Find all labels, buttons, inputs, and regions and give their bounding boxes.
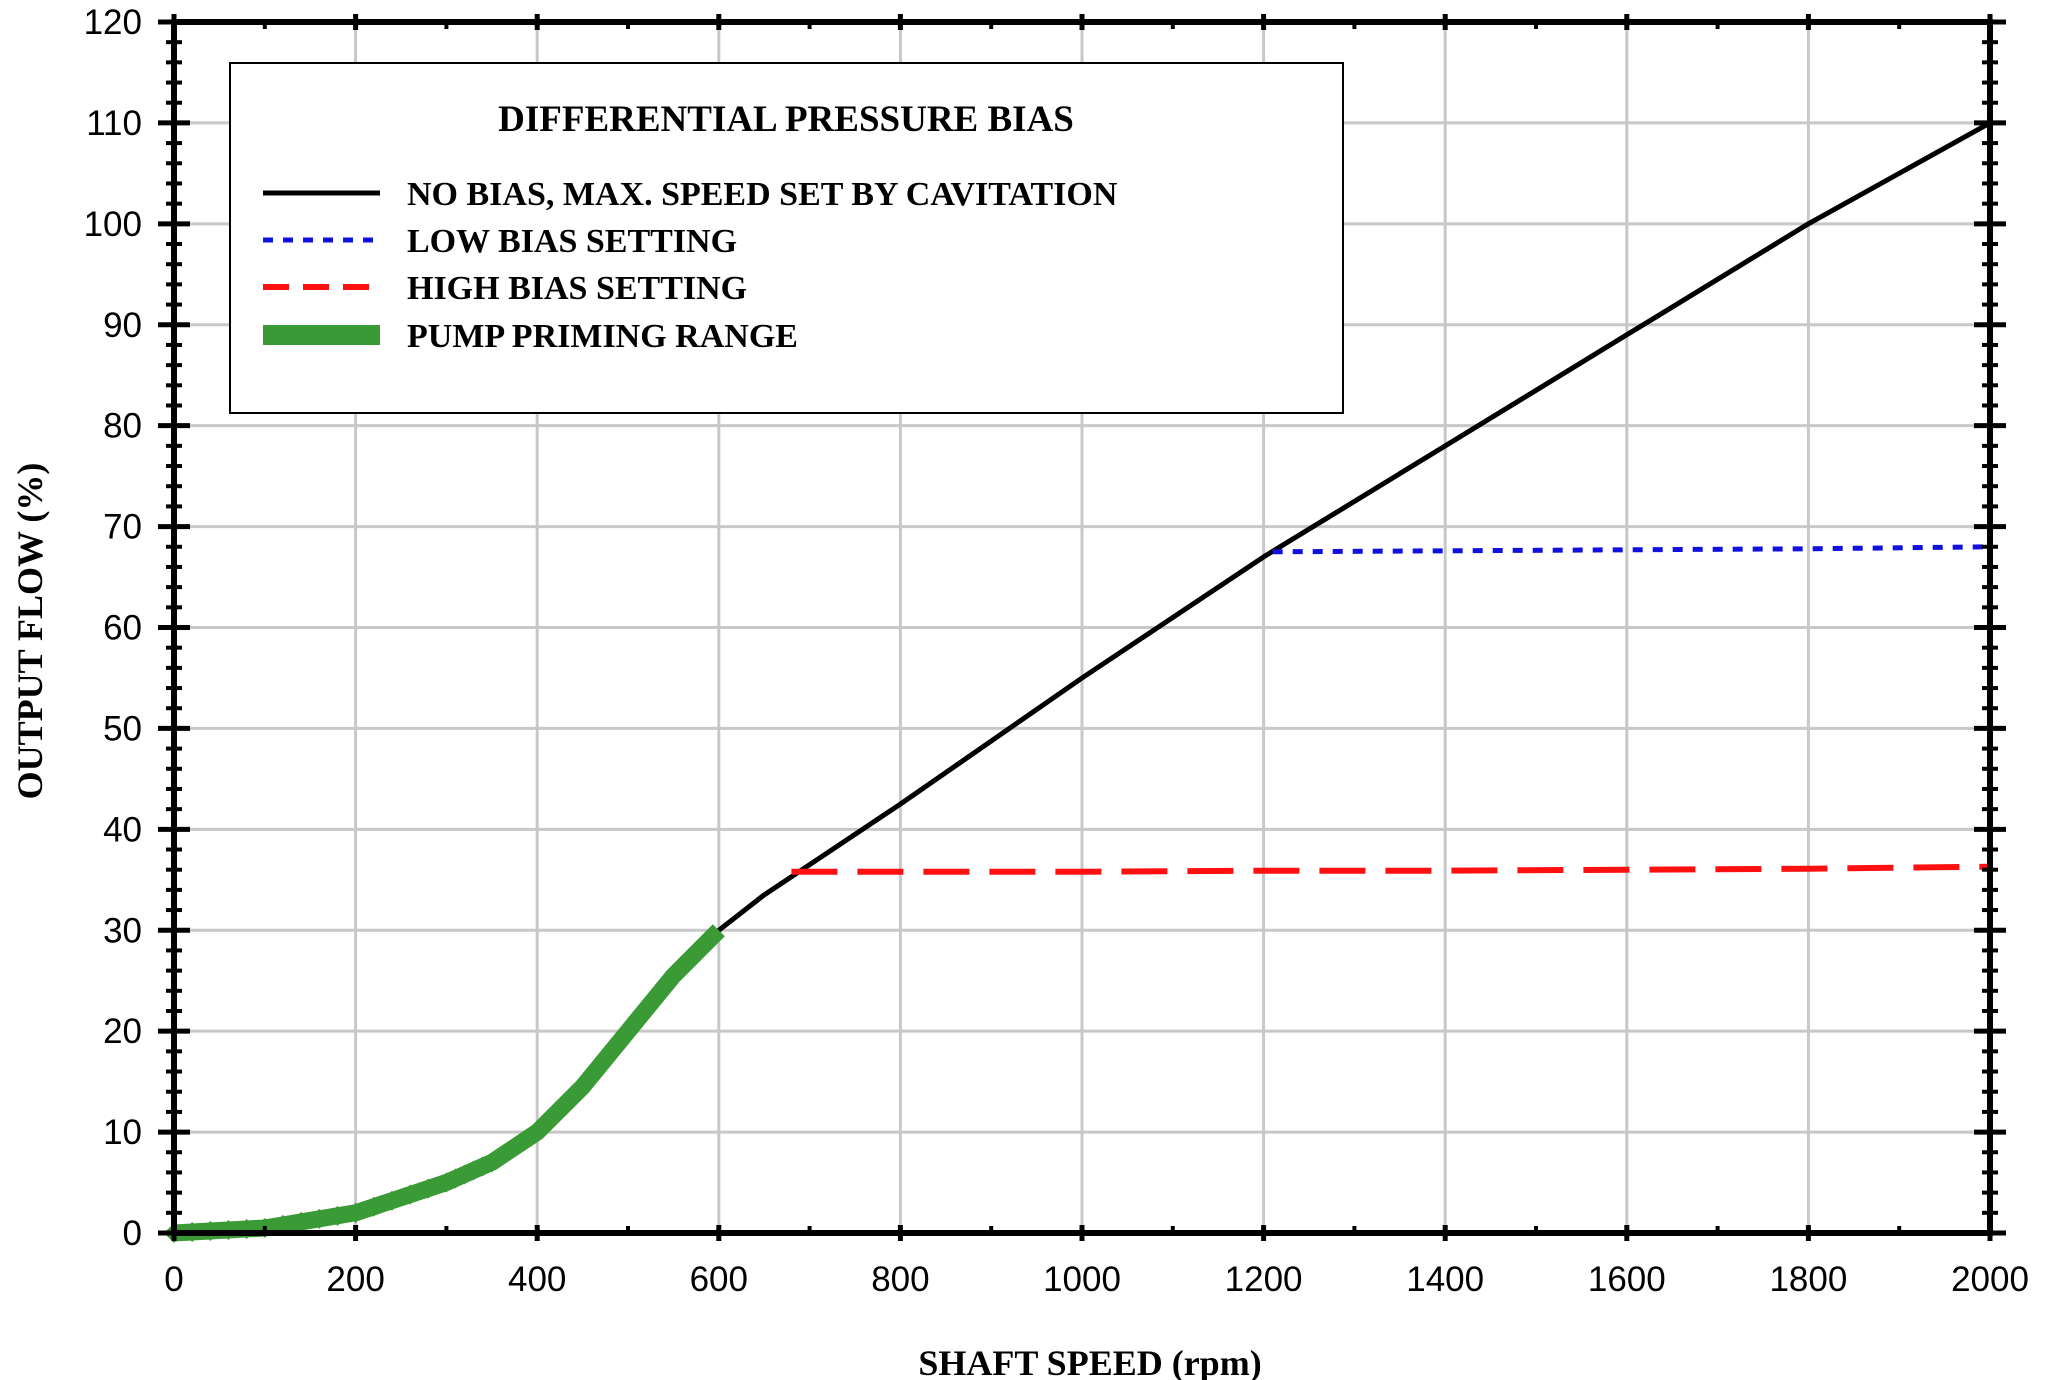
priming-marker [363,1196,384,1217]
x-tick-label: 1600 [1588,1260,1666,1299]
x-tick-label: 200 [326,1260,384,1299]
priming-marker [590,1054,611,1075]
y-tick-label: 100 [84,205,142,244]
x-axis-title: SHAFT SPEED (rpm) [918,1343,1261,1380]
x-tick-label: 800 [871,1260,929,1299]
y-tick-label: 50 [103,709,142,748]
y-tick-label: 70 [103,508,142,547]
priming-marker [499,1140,520,1161]
legend-title: DIFFERENTIAL PRESSURE BIAS [498,99,1074,140]
priming-marker [381,1190,402,1211]
priming-marker [618,1021,638,1042]
x-tick-label: 400 [508,1260,566,1299]
legend-label: NO BIAS, MAX. SPEED SET BY CAVITATION [407,176,1118,213]
priming-marker [345,1202,366,1223]
priming-marker [654,976,675,997]
priming-marker [327,1205,348,1226]
priming-marker [400,1184,421,1205]
y-tick-label: 10 [103,1113,142,1152]
legend-entries: NO BIAS, MAX. SPEED SET BY CAVITATION LOW… [263,176,1118,355]
series-line-low-bias-setting [1272,544,1991,555]
legend-label: PUMP PRIMING RANGE [407,318,798,355]
priming-marker [291,1211,312,1232]
plot-frame [158,14,2006,1241]
tick-labels: 0 200 400 600 800 1000 1200 1400 1600 1800 2000 0 10… [84,3,2029,1299]
priming-marker [608,1032,629,1053]
plot-border [171,19,1993,1236]
y-tick-label: 120 [84,3,142,42]
priming-marker [572,1076,593,1097]
y-tick-label: 0 [123,1214,142,1253]
legend: DIFFERENTIAL PRESSURE BIAS NO BIAS, MAX.… [229,62,1344,414]
legend-label: HIGH BIAS SETTING [407,270,747,307]
y-tick-label: 40 [103,810,142,849]
priming-marker [309,1208,330,1229]
series-line-high-bias-setting [791,863,1991,875]
y-tick-label: 110 [86,104,142,143]
x-tick-label: 600 [690,1260,748,1299]
x-tick-label: 1400 [1406,1260,1484,1299]
priming-marker [599,1043,620,1064]
priming-marker [272,1214,293,1235]
legend-box [229,62,1344,414]
y-axis-title: OUTPUT FLOW (%) [10,463,50,800]
priming-marker [645,987,666,1008]
priming-marker [636,998,657,1019]
priming-marker [418,1178,439,1199]
x-tick-label: 1000 [1043,1260,1121,1299]
priming-marker [627,1010,648,1031]
legend-label: LOW BIAS SETTING [407,223,737,260]
x-tick-label: 1800 [1769,1260,1847,1299]
x-tick-label: 0 [164,1260,183,1299]
x-tick-label: 1200 [1225,1260,1303,1299]
priming-marker [699,929,720,950]
y-tick-label: 20 [103,1012,142,1051]
y-tick-label: 90 [103,306,142,345]
y-tick-label: 60 [103,609,142,648]
y-tick-label: 80 [103,407,142,446]
y-tick-label: 30 [103,911,142,950]
priming-marker [581,1065,602,1086]
x-tick-label: 2000 [1951,1260,2029,1299]
